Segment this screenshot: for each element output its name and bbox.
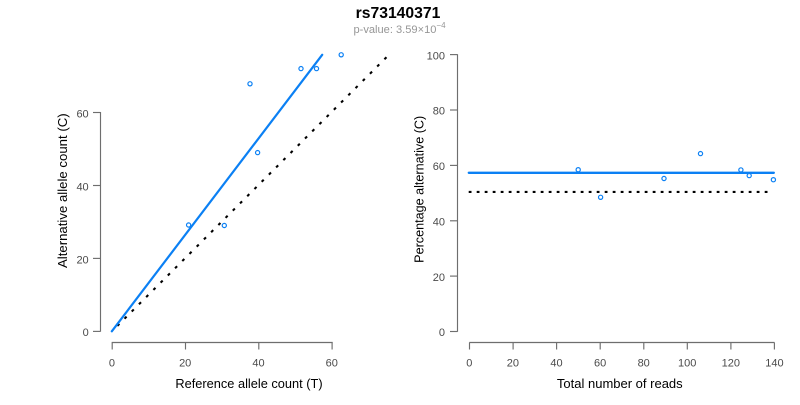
svg-text:40: 40 — [433, 217, 445, 229]
svg-text:60: 60 — [594, 358, 606, 370]
svg-text:60: 60 — [326, 358, 338, 370]
svg-text:120: 120 — [722, 358, 740, 370]
svg-text:0: 0 — [466, 358, 472, 370]
svg-text:rs73140371: rs73140371 — [356, 5, 441, 22]
svg-text:20: 20 — [179, 358, 191, 370]
svg-text:20: 20 — [76, 254, 88, 266]
svg-text:80: 80 — [433, 106, 445, 118]
svg-text:60: 60 — [433, 161, 445, 173]
svg-text:20: 20 — [433, 272, 445, 284]
svg-text:p-value: 3.59×10−4: p-value: 3.59×10−4 — [353, 21, 446, 36]
svg-text:0: 0 — [439, 327, 445, 339]
svg-text:100: 100 — [678, 358, 696, 370]
svg-text:40: 40 — [76, 182, 88, 194]
svg-text:40: 40 — [550, 358, 562, 370]
svg-text:0: 0 — [83, 327, 89, 339]
svg-text:60: 60 — [76, 109, 88, 121]
svg-text:Percentage alternative (C): Percentage alternative (C) — [413, 116, 427, 263]
svg-text:Alternative allele count (C): Alternative allele count (C) — [55, 113, 70, 268]
svg-text:40: 40 — [252, 358, 264, 370]
svg-text:0: 0 — [109, 358, 115, 370]
svg-text:140: 140 — [765, 358, 783, 370]
svg-text:Total number of reads: Total number of reads — [557, 376, 683, 391]
svg-text:20: 20 — [507, 358, 519, 370]
svg-text:100: 100 — [427, 50, 445, 62]
svg-text:80: 80 — [638, 358, 650, 370]
svg-text:Reference allele count (T): Reference allele count (T) — [175, 376, 322, 391]
